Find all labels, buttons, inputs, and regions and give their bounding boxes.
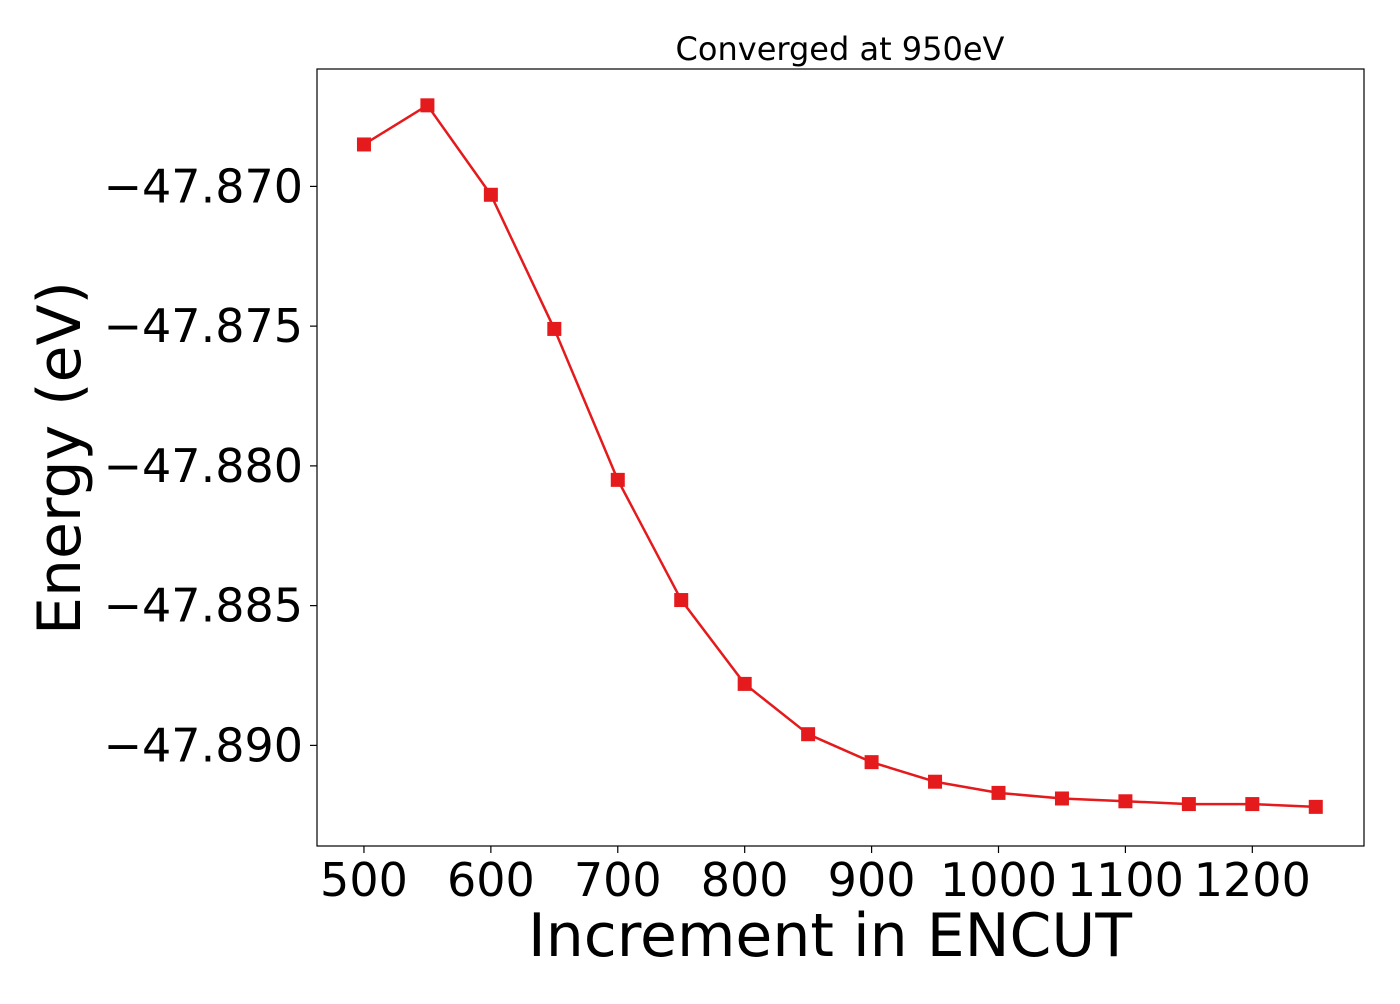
y-tick-label: −47.875 (104, 299, 304, 353)
data-point-marker (928, 774, 943, 789)
y-tick-label: −47.890 (104, 718, 304, 772)
data-point-marker (674, 593, 689, 608)
x-tick-label: 1000 (940, 853, 1057, 907)
data-point-marker (1245, 797, 1260, 812)
x-tick-label: 900 (828, 853, 916, 907)
data-point-marker (1308, 799, 1323, 814)
data-point-marker (737, 676, 752, 691)
data-point-marker (420, 98, 435, 113)
x-tick-label: 600 (447, 853, 535, 907)
y-axis-label: Energy (eV) (25, 281, 95, 635)
series-line (363, 104, 1316, 809)
data-point-marker (356, 137, 371, 152)
chart-title: Converged at 950eV (676, 30, 1005, 68)
data-point-marker (864, 755, 879, 770)
data-point-marker (1054, 791, 1069, 806)
x-tick-label: 1200 (1194, 853, 1311, 907)
data-point-marker (1181, 797, 1196, 812)
data-point-marker (483, 187, 498, 202)
data-point-marker (1118, 794, 1133, 809)
data-point-marker (991, 785, 1006, 800)
y-axis: −47.870 −47.875 −47.880 −47.885 −47.890 (104, 159, 317, 772)
x-axis-label: Increment in ENCUT (528, 901, 1132, 971)
data-point-marker (801, 727, 816, 742)
data-point-marker (610, 472, 625, 487)
x-tick-label: 500 (320, 853, 408, 907)
y-tick-label: −47.870 (104, 159, 304, 213)
x-axis: 500 600 700 800 900 1000 1100 1200 (320, 846, 1311, 907)
x-tick-label: 1100 (1067, 853, 1184, 907)
x-tick-label: 800 (701, 853, 789, 907)
series-layer (356, 98, 1323, 814)
x-tick-label: 700 (574, 853, 662, 907)
y-tick-label: −47.885 (104, 579, 304, 633)
y-tick-label: −47.880 (104, 439, 304, 493)
data-point-marker (547, 321, 562, 336)
plot-area-frame (316, 68, 1365, 847)
